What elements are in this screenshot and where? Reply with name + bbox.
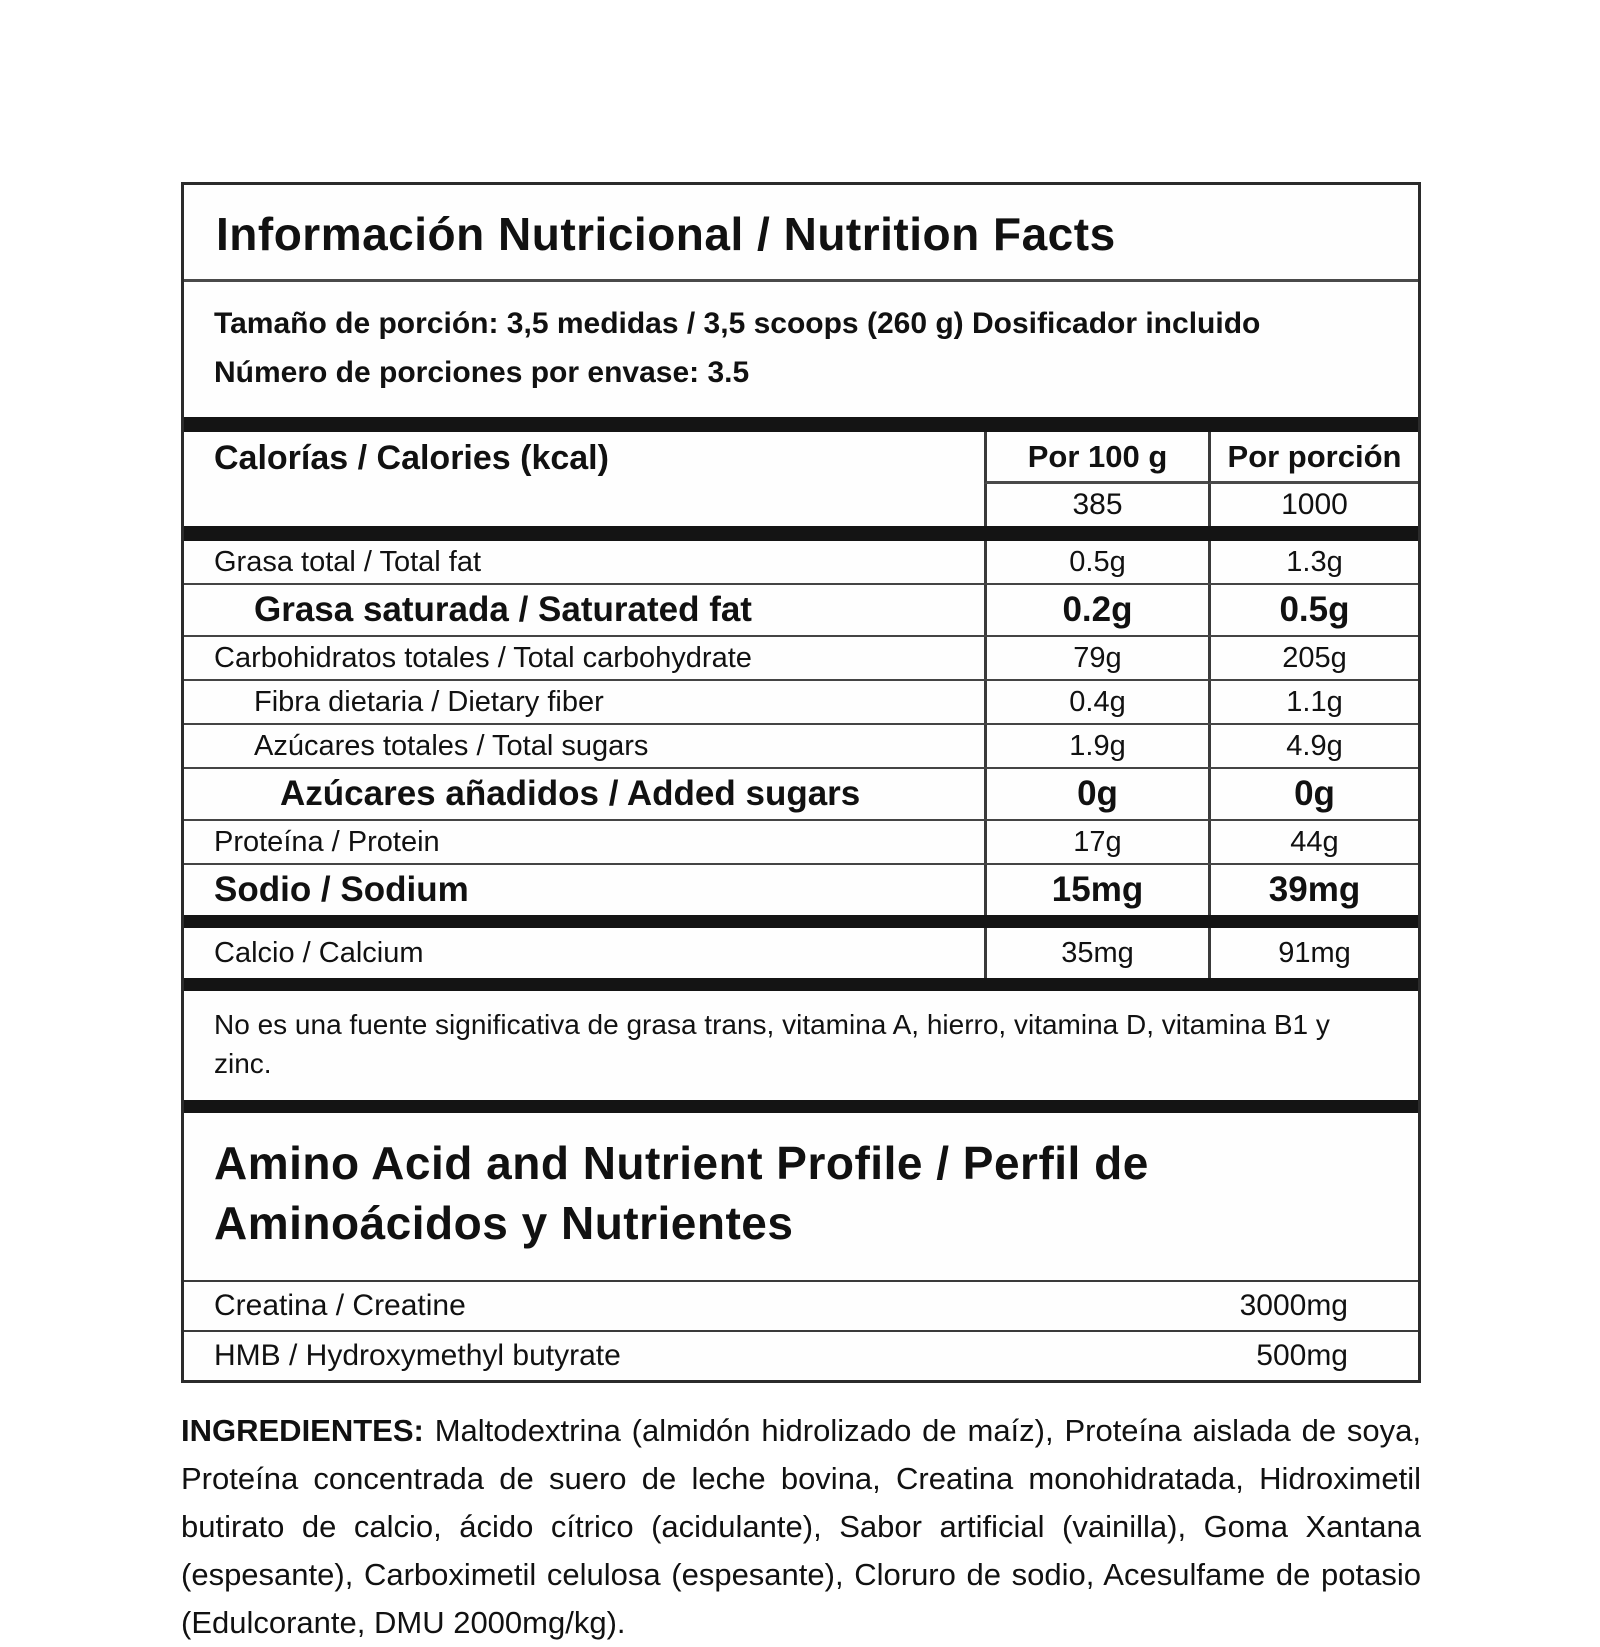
serving-size-line: Tamaño de porción: 3,5 medidas / 3,5 sco…: [214, 307, 1261, 340]
nutrient-row-dietary-fiber: Fibra dietaria / Dietary fiber 0.4g 1.1g: [184, 679, 1418, 724]
nutrient-per-100g-value: 0g: [984, 769, 1208, 820]
divider-bar: [184, 915, 1418, 929]
nutrient-per-portion-value: 0.5g: [1208, 585, 1418, 636]
amino-label: HMB / Hydroxymethyl butyrate: [214, 1339, 621, 1372]
calories-per-100g-value: 385: [984, 484, 1208, 527]
nutrient-label: Carbohidratos totales / Total carbohydra…: [214, 641, 752, 674]
nutrient-per-portion-value: 205g: [1208, 637, 1418, 680]
nutrient-per-100g-value: 0.4g: [984, 681, 1208, 724]
nutrient-per-100g-value: 17g: [984, 821, 1208, 864]
calories-header-row: Calorías / Calories (kcal) Por 100 g Por…: [184, 432, 1418, 485]
insignificant-nutrients-note: No es una fuente significativa de grasa …: [214, 1009, 1330, 1080]
column-header-per-100g: Por 100 g: [984, 432, 1208, 485]
servings-per-container-line: Número de porciones por envase: 3.5: [214, 355, 750, 389]
calories-values-row: 385 1000: [184, 484, 1418, 527]
nutrition-facts-panel: Información Nutricional / Nutrition Fact…: [181, 182, 1421, 1383]
nutrient-row-calcium: Calcio / Calcium 35mg 91mg: [184, 928, 1418, 979]
nutrient-label: Azúcares añadidos / Added sugars: [280, 774, 861, 814]
nutrient-label: Sodio / Sodium: [214, 870, 469, 910]
calories-per-portion-value: 1000: [1208, 484, 1418, 527]
nutrient-per-100g-value: 0.5g: [984, 541, 1208, 584]
divider-bar: [184, 526, 1418, 542]
amino-profile-title: Amino Acid and Nutrient Profile / Perfil…: [184, 1113, 1418, 1282]
nutrient-row-total-carbohydrate: Carbohidratos totales / Total carbohydra…: [184, 635, 1418, 680]
ingredients-heading: INGREDIENTES:: [181, 1413, 424, 1448]
nutrient-row-protein: Proteína / Protein 17g 44g: [184, 819, 1418, 864]
nutrient-per-portion-value: 91mg: [1208, 928, 1418, 979]
column-header-per-portion: Por porción: [1208, 432, 1418, 485]
amino-row-creatine: Creatina / Creatine 3000mg: [184, 1282, 1418, 1330]
nutrient-row-added-sugars: Azúcares añadidos / Added sugars 0g 0g: [184, 767, 1418, 820]
nutrient-label: Grasa total / Total fat: [214, 545, 482, 578]
amino-row-hmb: HMB / Hydroxymethyl butyrate 500mg: [184, 1330, 1418, 1380]
calories-label: Calorías / Calories (kcal): [214, 438, 609, 477]
nutrient-per-100g-value: 79g: [984, 637, 1208, 680]
nutrient-label: Fibra dietaria / Dietary fiber: [254, 685, 604, 718]
nutrient-per-portion-value: 0g: [1208, 769, 1418, 820]
nutrient-per-100g-value: 0.2g: [984, 585, 1208, 636]
nutrient-row-sodium: Sodio / Sodium 15mg 39mg: [184, 863, 1418, 916]
nutrient-per-100g-value: 1.9g: [984, 725, 1208, 768]
amino-label: Creatina / Creatine: [214, 1289, 466, 1322]
nutrient-per-portion-value: 4.9g: [1208, 725, 1418, 768]
nutrient-label: Calcio / Calcium: [214, 936, 424, 969]
panel-title: Información Nutricional / Nutrition Fact…: [184, 185, 1418, 282]
nutrient-per-portion-value: 39mg: [1208, 865, 1418, 916]
nutrient-label: Azúcares totales / Total sugars: [254, 729, 649, 762]
nutrition-label-page: Información Nutricional / Nutrition Fact…: [181, 182, 1421, 1647]
nutrient-row-total-sugars: Azúcares totales / Total sugars 1.9g 4.9…: [184, 723, 1418, 768]
ingredients-paragraph: INGREDIENTES: Maltodextrina (almidón hid…: [181, 1407, 1421, 1647]
divider-bar: [184, 417, 1418, 433]
nutrient-row-total-fat: Grasa total / Total fat 0.5g 1.3g: [184, 541, 1418, 584]
divider-bar: [184, 978, 1418, 992]
serving-info: Tamaño de porción: 3,5 medidas / 3,5 sco…: [184, 282, 1418, 417]
nutrient-row-saturated-fat: Grasa saturada / Saturated fat 0.2g 0.5g: [184, 583, 1418, 636]
nutrient-per-100g-value: 35mg: [984, 928, 1208, 979]
nutrient-label: Proteína / Protein: [214, 825, 440, 858]
nutrient-per-portion-value: 1.1g: [1208, 681, 1418, 724]
nutrient-per-portion-value: 44g: [1208, 821, 1418, 864]
nutrient-per-100g-value: 15mg: [984, 865, 1208, 916]
amino-value: 3000mg: [1239, 1289, 1348, 1322]
amino-value: 500mg: [1256, 1339, 1348, 1372]
nutrient-label: Grasa saturada / Saturated fat: [254, 590, 752, 630]
nutrient-per-portion-value: 1.3g: [1208, 541, 1418, 584]
divider-bar: [184, 1099, 1418, 1113]
